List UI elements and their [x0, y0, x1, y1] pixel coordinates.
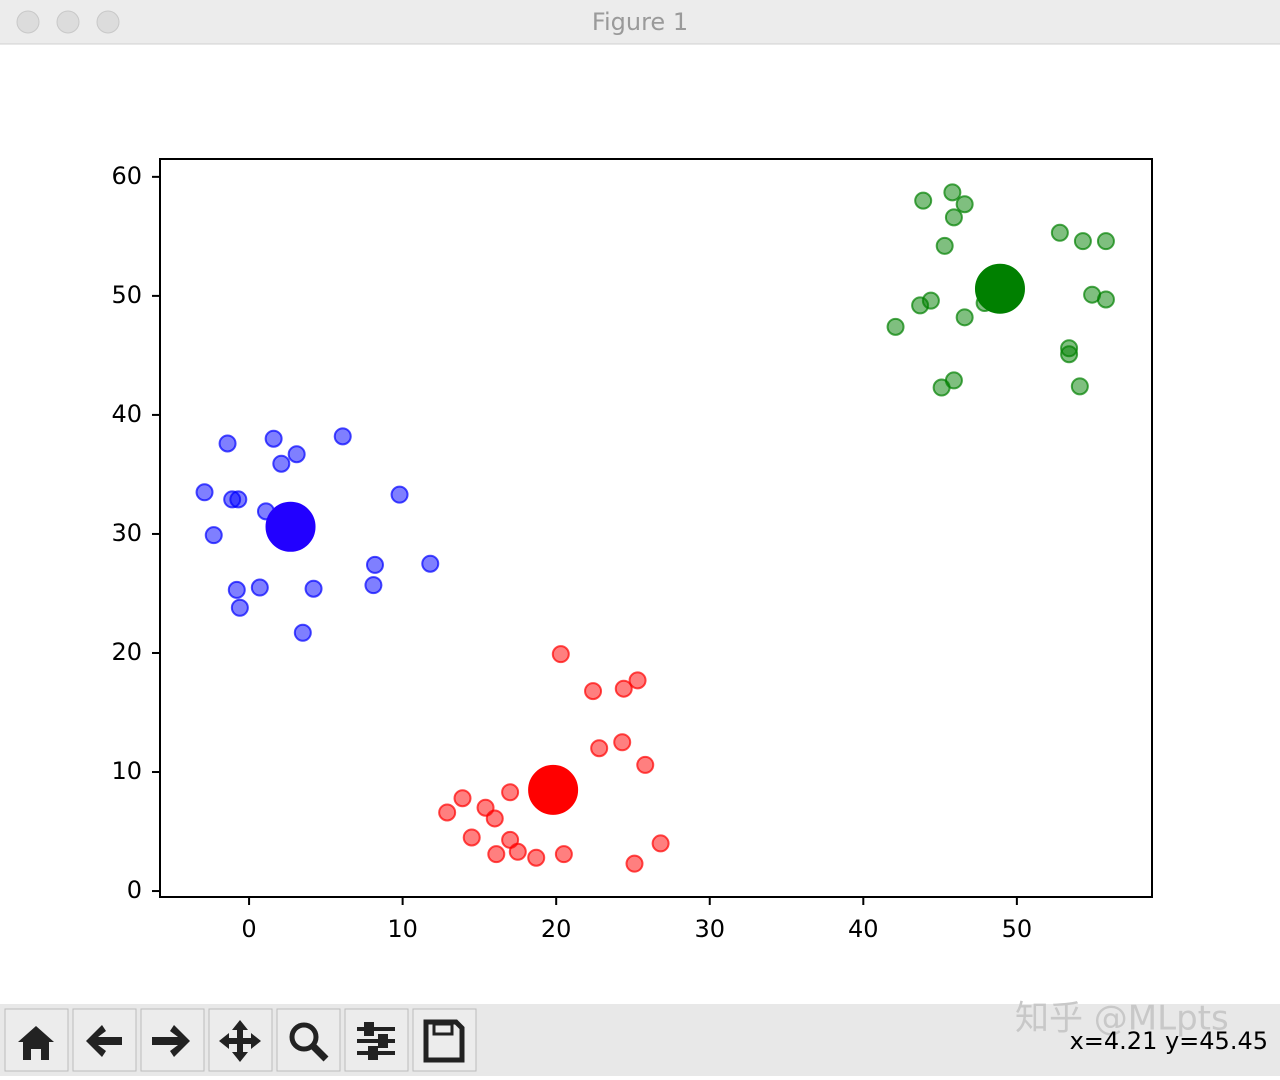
point	[287, 445, 306, 464]
forward-icon	[152, 1025, 190, 1057]
watermark: 知乎 @MLpts	[1015, 999, 1229, 1039]
point	[614, 679, 633, 698]
zoom-icon-handle	[310, 1043, 329, 1062]
point	[584, 682, 603, 701]
point	[230, 598, 249, 617]
point	[974, 263, 1025, 314]
x-tick-label: 0	[241, 915, 256, 943]
point	[333, 427, 352, 446]
point	[227, 580, 246, 599]
y-tick-label: 30	[111, 519, 142, 547]
point	[195, 483, 214, 502]
x-tick-label: 30	[694, 915, 725, 943]
point	[1096, 290, 1115, 309]
point	[886, 317, 905, 336]
point	[932, 378, 951, 397]
point	[527, 848, 546, 867]
minimize-button[interactable]	[56, 10, 80, 34]
y-tick-label: 40	[111, 400, 142, 428]
pan-icon	[219, 1020, 261, 1062]
y-tick-label: 10	[111, 757, 142, 785]
y-tick-label: 50	[111, 281, 142, 309]
point	[453, 789, 472, 808]
point	[250, 578, 269, 597]
point	[636, 755, 655, 774]
point	[944, 208, 963, 227]
point	[625, 854, 644, 873]
point	[487, 845, 506, 864]
point	[943, 183, 962, 202]
zoom-button[interactable]	[96, 10, 120, 34]
save-icon-label	[432, 1022, 454, 1036]
point	[955, 308, 974, 327]
zoom-icon	[289, 1022, 319, 1052]
point	[651, 834, 670, 853]
point	[264, 429, 283, 448]
point	[921, 291, 940, 310]
point	[613, 733, 632, 752]
point	[293, 623, 312, 642]
point	[590, 739, 609, 758]
point	[935, 236, 954, 255]
point	[955, 195, 974, 214]
title-bar	[0, 0, 1280, 44]
y-tick-label: 60	[111, 162, 142, 190]
point	[364, 576, 383, 595]
window-title: Figure 1	[592, 8, 688, 36]
save-icon	[423, 1019, 465, 1063]
y-tick-label: 0	[127, 876, 142, 904]
point	[508, 842, 527, 861]
point	[551, 645, 570, 664]
point	[1096, 232, 1115, 251]
x-tick-label: 50	[1002, 915, 1033, 943]
x-tick-label: 10	[387, 915, 418, 943]
point	[528, 764, 579, 815]
point	[390, 485, 409, 504]
configure-icon	[357, 1022, 395, 1060]
point	[1060, 345, 1079, 364]
point	[365, 555, 384, 574]
x-tick-label: 20	[541, 915, 572, 943]
point	[554, 845, 573, 864]
point	[229, 490, 248, 509]
point	[485, 809, 504, 828]
point	[1070, 377, 1089, 396]
zoom-tool-button[interactable]	[276, 1008, 341, 1072]
close-button[interactable]	[16, 10, 40, 34]
point	[204, 526, 223, 545]
toolbar-buttons	[4, 1008, 477, 1072]
point	[1050, 223, 1069, 242]
point	[462, 828, 481, 847]
point	[218, 434, 237, 453]
point	[438, 803, 457, 822]
point	[421, 554, 440, 573]
back-icon	[86, 1025, 122, 1057]
point	[914, 191, 933, 210]
x-tick-label: 40	[848, 915, 879, 943]
point	[628, 671, 647, 690]
point	[265, 501, 316, 552]
point	[501, 783, 520, 802]
status-text: x=4.21 y=45.45	[1070, 1027, 1268, 1055]
point	[272, 454, 291, 473]
point	[304, 579, 323, 598]
home-icon	[18, 1026, 54, 1060]
point	[1073, 232, 1092, 251]
y-tick-label: 20	[111, 638, 142, 666]
